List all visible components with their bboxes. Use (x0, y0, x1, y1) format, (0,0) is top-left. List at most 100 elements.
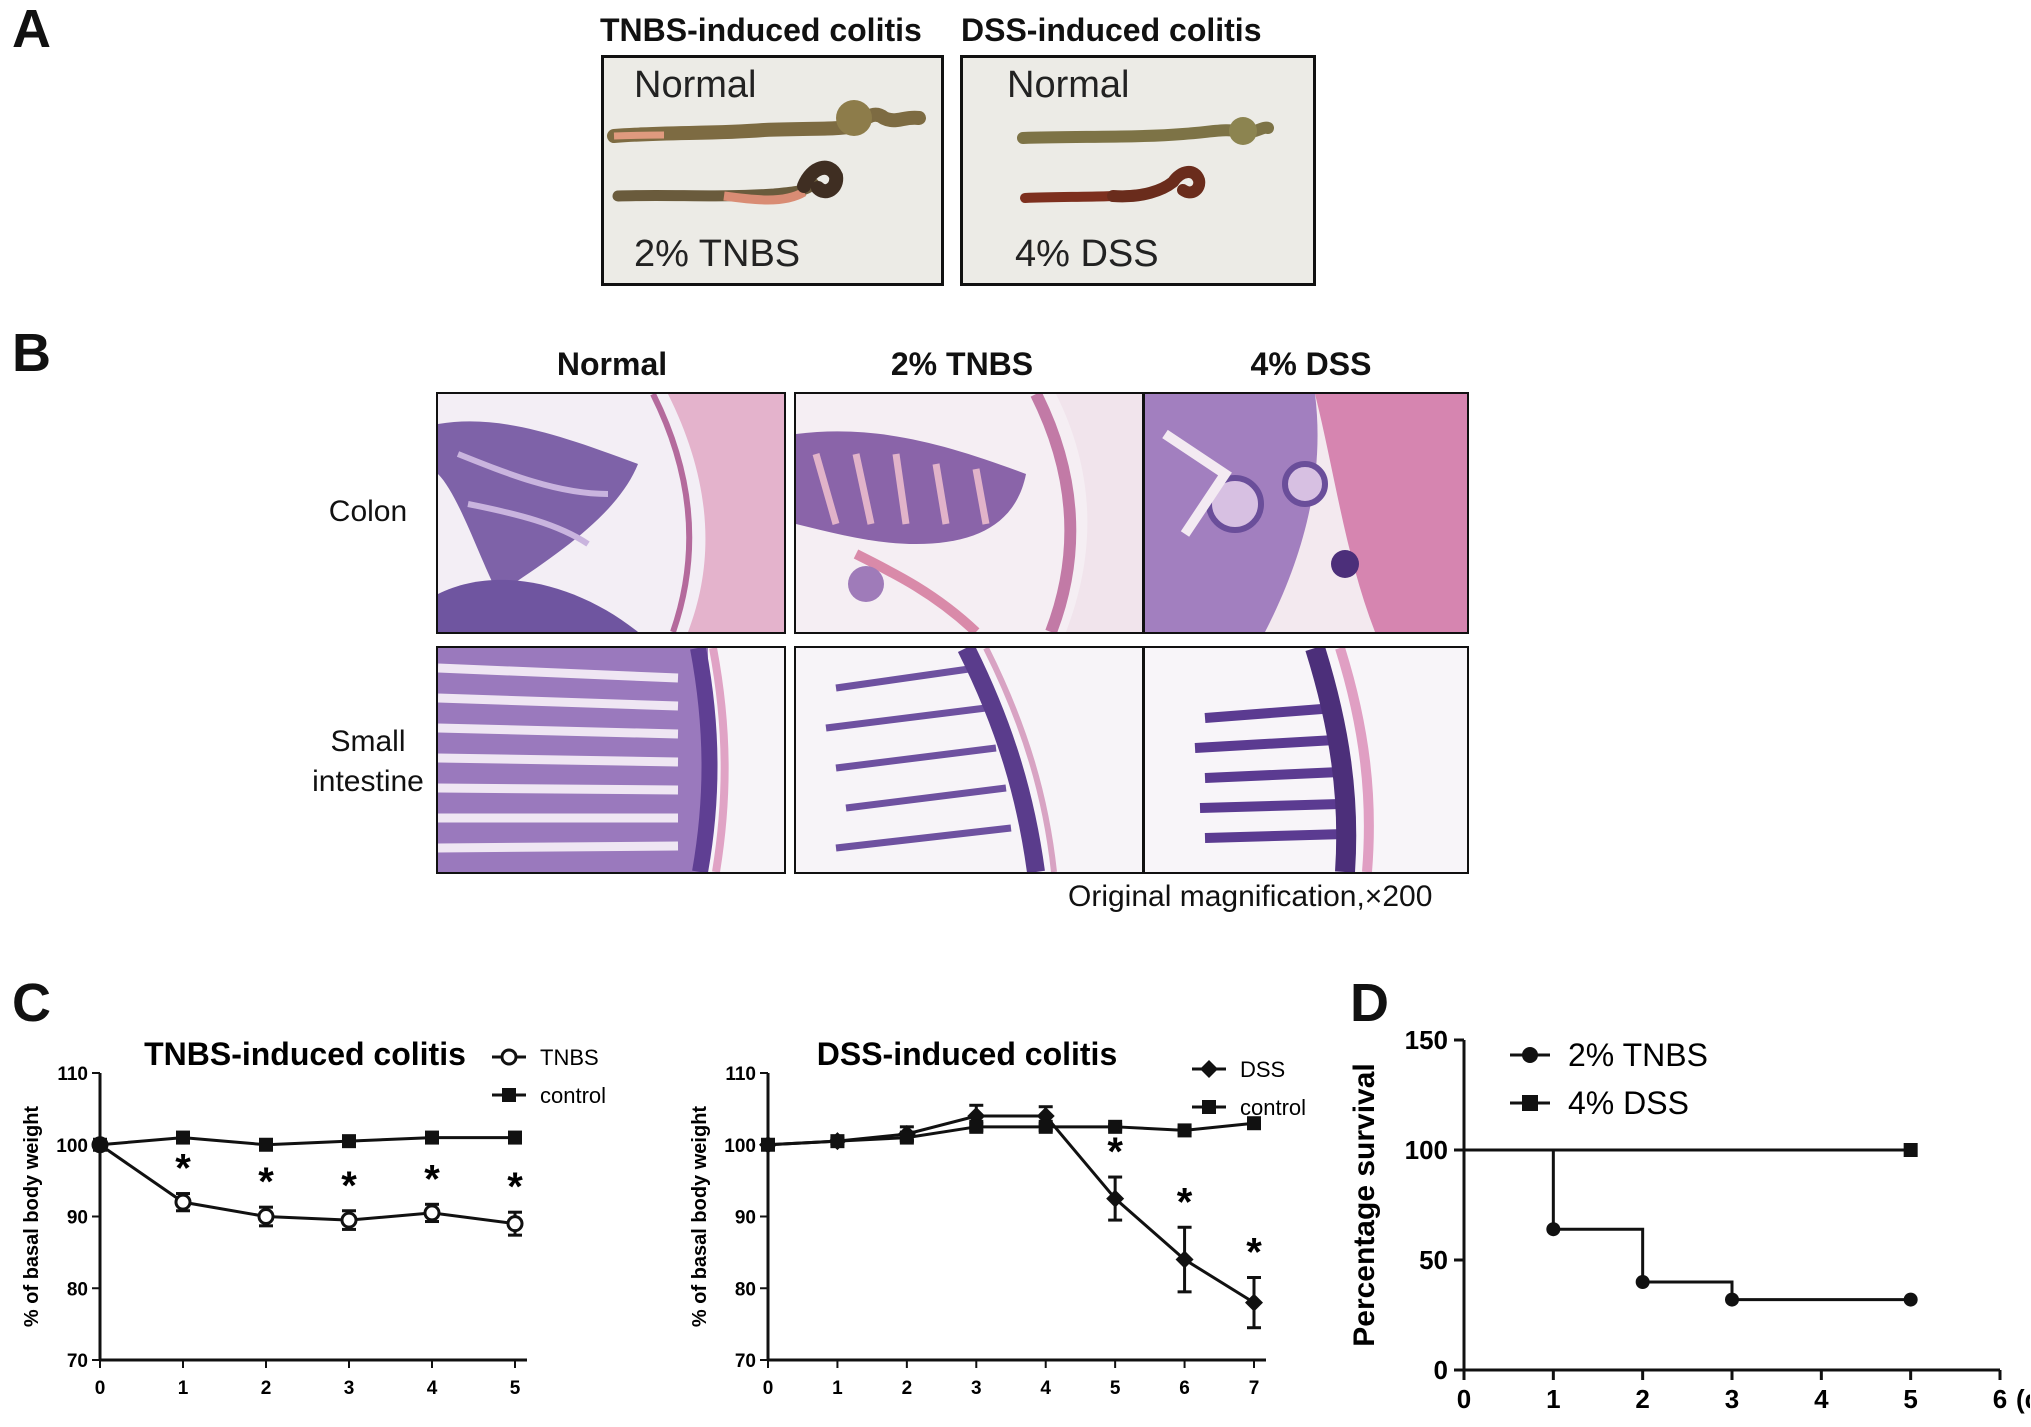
histology-col-normal: Normal (556, 346, 668, 382)
survival-point-2% TNBS (1903, 1292, 1918, 1307)
significance-star: * (507, 1165, 523, 1209)
tnbs-photo-treated-label: 2% TNBS (634, 233, 801, 275)
data-point-TNBS (423, 1204, 441, 1222)
significance-star: * (175, 1147, 191, 1191)
y-tick-label: 70 (67, 1351, 88, 1372)
y-tick-label: 80 (67, 1279, 88, 1300)
data-point-control (761, 1137, 775, 1152)
y-tick-label: 0 (1434, 1355, 1448, 1385)
panel-a-letter: A (12, 0, 51, 59)
significance-star: * (1177, 1180, 1193, 1224)
x-tick-label: 1 (832, 1378, 843, 1399)
data-point-control (1247, 1116, 1261, 1131)
panel-a-tnbs-title: TNBS-induced colitis (600, 12, 922, 48)
x-tick-label: 5 (510, 1378, 521, 1399)
panel-d-letter: D (1350, 973, 1389, 1033)
x-tick-label: 5 (1903, 1384, 1917, 1414)
tnbs-photo-normal-label: Normal (634, 64, 757, 106)
x-tick-label: 3 (344, 1378, 355, 1399)
data-point-control (969, 1119, 984, 1134)
survival-point-4% DSS (1903, 1143, 1918, 1157)
legend-marker-control (502, 1088, 516, 1102)
y-tick-label: 90 (735, 1208, 756, 1229)
legend-label-control: control (1240, 1095, 1306, 1120)
survival-point-2% TNBS (1635, 1275, 1650, 1289)
data-point-control (1177, 1123, 1192, 1138)
x-axis-unit-label: (d) (2016, 1384, 2030, 1414)
x-tick-label: 2 (1635, 1384, 1649, 1414)
series-line-control (99, 1136, 515, 1147)
series-line-TNBS (99, 1143, 516, 1226)
data-point-TNBS (257, 1208, 275, 1225)
x-tick-label: 3 (971, 1378, 982, 1399)
histology-small-intestine-normal (436, 646, 786, 874)
significance-star: * (1107, 1130, 1123, 1174)
y-tick-label: 100 (724, 1136, 756, 1157)
dss-photo-normal-label: Normal (1007, 64, 1130, 106)
legend-label-2% TNBS: 2% TNBS (1568, 1037, 1708, 1073)
x-tick-label: 1 (1546, 1384, 1560, 1414)
data-point-control (899, 1130, 914, 1145)
x-tick-label: 6 (1993, 1384, 2007, 1414)
histology-col-tnbs: 2% TNBS (890, 346, 1034, 382)
legend-marker-4% DSS (1522, 1095, 1538, 1111)
legend-marker-2% TNBS (1522, 1047, 1538, 1063)
survival-point-2% TNBS (1725, 1292, 1739, 1307)
data-point-TNBS (506, 1215, 524, 1233)
chart-title: TNBS-induced colitis (144, 1036, 466, 1072)
x-tick-label: 6 (1179, 1378, 1190, 1399)
significance-star: * (1246, 1230, 1262, 1274)
x-tick-label: 0 (763, 1378, 774, 1399)
data-point-TNBS (174, 1193, 192, 1211)
data-point-DSS (1245, 1293, 1263, 1312)
panel-a-dss-title: DSS-induced colitis (961, 12, 1262, 48)
y-tick-label: 110 (57, 1064, 88, 1085)
legend-label-DSS: DSS (1240, 1057, 1285, 1082)
x-tick-label: 5 (1110, 1378, 1121, 1399)
histology-colon-normal (436, 392, 786, 634)
tnbs-colon-specimens (604, 58, 941, 283)
dss-colon-photo: Normal 4% DSS (960, 55, 1316, 286)
y-tick-label: 110 (725, 1064, 756, 1085)
x-tick-label: 0 (95, 1378, 106, 1399)
dss-body-weight-chart: 70 80 90 100 110 0 1 2 3 4 5 6 7 % of basal body weig… (689, 1036, 1306, 1399)
y-axis-label: % of basal body weight (21, 1106, 43, 1327)
y-tick-label: 80 (735, 1279, 756, 1300)
legend-label-control: control (540, 1083, 606, 1108)
histology-col-dss: 4% DSS (1250, 346, 1372, 382)
data-point-control (342, 1134, 356, 1149)
significance-star: * (258, 1160, 274, 1204)
legend-label-TNBS: TNBS (540, 1045, 599, 1070)
survival-chart: 0 50 100 150 0 1 2 3 4 5 6 (d) Percentage survival 2%… (1348, 1025, 2030, 1414)
legend-label-4% DSS: 4% DSS (1568, 1085, 1689, 1121)
legend-marker-DSS (1200, 1060, 1218, 1078)
x-tick-label: 2 (261, 1378, 272, 1399)
tnbs-colon-photo: Normal 2% TNBS (601, 55, 944, 286)
y-tick-label: 100 (1405, 1135, 1448, 1165)
y-axis-label: % of basal body weight (689, 1106, 711, 1327)
x-tick-label: 7 (1249, 1378, 1260, 1399)
data-point-DSS (1175, 1250, 1194, 1269)
panel-b-letter: B (12, 323, 51, 383)
x-tick-label: 1 (178, 1378, 189, 1399)
y-axis-label: Percentage survival (1348, 1063, 1381, 1347)
y-tick-label: 90 (67, 1208, 88, 1229)
data-point-control (830, 1134, 845, 1149)
survival-point-2% TNBS (1546, 1222, 1561, 1237)
x-tick-label: 2 (902, 1378, 913, 1399)
y-tick-label: 150 (1405, 1025, 1448, 1055)
dss-colon-specimens (963, 58, 1313, 283)
y-tick-label: 100 (56, 1136, 88, 1157)
data-point-DSS (967, 1107, 986, 1126)
histology-row-small-intestine: Small intestine (312, 725, 424, 798)
x-tick-label: 4 (1814, 1384, 1829, 1414)
data-point-control (508, 1130, 522, 1145)
histology-small-intestine-tnbs (794, 646, 1144, 874)
data-point-DSS (1106, 1189, 1125, 1208)
legend-marker-TNBS (500, 1048, 518, 1066)
data-point-control (1038, 1119, 1053, 1134)
tnbs-body-weight-chart: 70 80 90 100 110 0 1 2 3 4 5 % of basal body weight… (21, 1036, 606, 1399)
magnification-note: Original magnification,×200 (1068, 880, 1433, 913)
data-point-control (176, 1130, 190, 1145)
x-tick-label: 3 (1725, 1384, 1739, 1414)
